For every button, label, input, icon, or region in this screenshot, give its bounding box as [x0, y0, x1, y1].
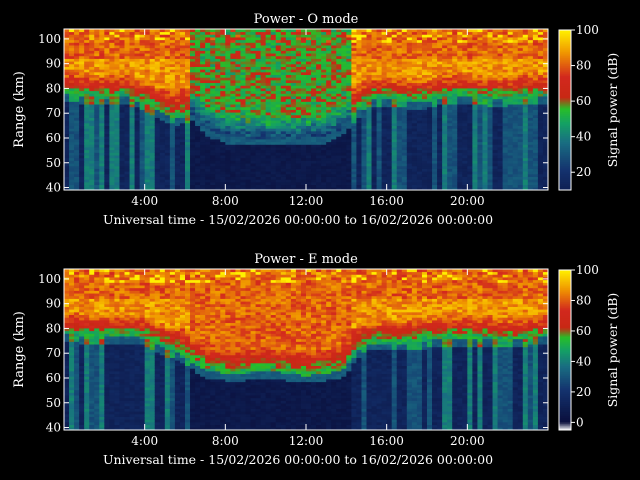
y-tick-label: 80 — [46, 321, 61, 335]
y-tick-label: 100 — [38, 272, 61, 286]
x-tick-label: 20:00 — [450, 434, 485, 448]
y-tick-label: 40 — [46, 181, 61, 195]
colorbar: 20 40 60 80 100 Signal power (dB) — [558, 23, 620, 191]
panel-e-mode: Power - E mode 40 50 60 70 80 90 100 4:00 8:00 12:… — [12, 252, 620, 467]
x-tick-label: 8:00 — [212, 434, 239, 448]
colorbar-tick-label: 80 — [576, 59, 591, 73]
colorbar: 0 20 40 60 80 100 Signal power (dB) — [558, 263, 620, 431]
x-tick-label: 16:00 — [369, 194, 404, 208]
x-axis-label: Universal time - 15/02/2026 00:00:00 to … — [103, 452, 493, 467]
colorbar-tick-label: 100 — [576, 23, 599, 37]
panel-o-mode: Power - O mode 40 50 60 70 80 90 100 4:00 8:00 12:… — [12, 12, 620, 227]
x-tick-label: 4:00 — [131, 194, 158, 208]
colorbar-frame — [558, 269, 572, 431]
colorbar-frame — [558, 29, 572, 191]
y-tick-label: 90 — [46, 57, 61, 71]
chart-title: Power - E mode — [254, 252, 358, 267]
y-tick-label: 50 — [46, 396, 61, 410]
colorbar-tick-label: 60 — [576, 324, 591, 338]
colorbar-tick-label: 80 — [576, 293, 591, 307]
y-axis-label: Range (km) — [12, 311, 27, 388]
y-tick-label: 80 — [46, 81, 61, 95]
x-tick-label: 12:00 — [289, 194, 324, 208]
x-tick-label: 20:00 — [450, 194, 485, 208]
x-tick-label: 8:00 — [212, 194, 239, 208]
x-tick-label: 4:00 — [131, 434, 158, 448]
y-tick-label: 50 — [46, 156, 61, 170]
x-axis-label: Universal time - 15/02/2026 00:00:00 to … — [103, 212, 493, 227]
colorbar-tick-label: 40 — [576, 354, 591, 368]
colorbar-tick-label: 20 — [576, 385, 591, 399]
colorbar-tick-label: 100 — [576, 263, 599, 277]
colorbar-label: Signal power (dB) — [605, 293, 620, 408]
colorbar-tick-label: 60 — [576, 94, 591, 108]
x-tick-label: 16:00 — [369, 434, 404, 448]
colorbar-tick-label: 0 — [576, 415, 584, 429]
heatmap-cells — [64, 29, 549, 191]
chart-title: Power - O mode — [254, 12, 359, 27]
x-tick-label: 12:00 — [289, 434, 324, 448]
y-tick-label: 90 — [46, 297, 61, 311]
y-axis-label: Range (km) — [12, 71, 27, 148]
colorbar-tick-label: 20 — [576, 165, 591, 179]
y-tick-label: 70 — [46, 346, 61, 360]
y-tick-label: 60 — [46, 371, 61, 385]
y-tick-label: 60 — [46, 131, 61, 145]
y-tick-label: 100 — [38, 32, 61, 46]
y-tick-label: 70 — [46, 106, 61, 120]
colorbar-label: Signal power (dB) — [605, 53, 620, 168]
y-tick-label: 40 — [46, 421, 61, 435]
colorbar-tick-label: 40 — [576, 130, 591, 144]
heatmap-cells — [64, 269, 549, 431]
